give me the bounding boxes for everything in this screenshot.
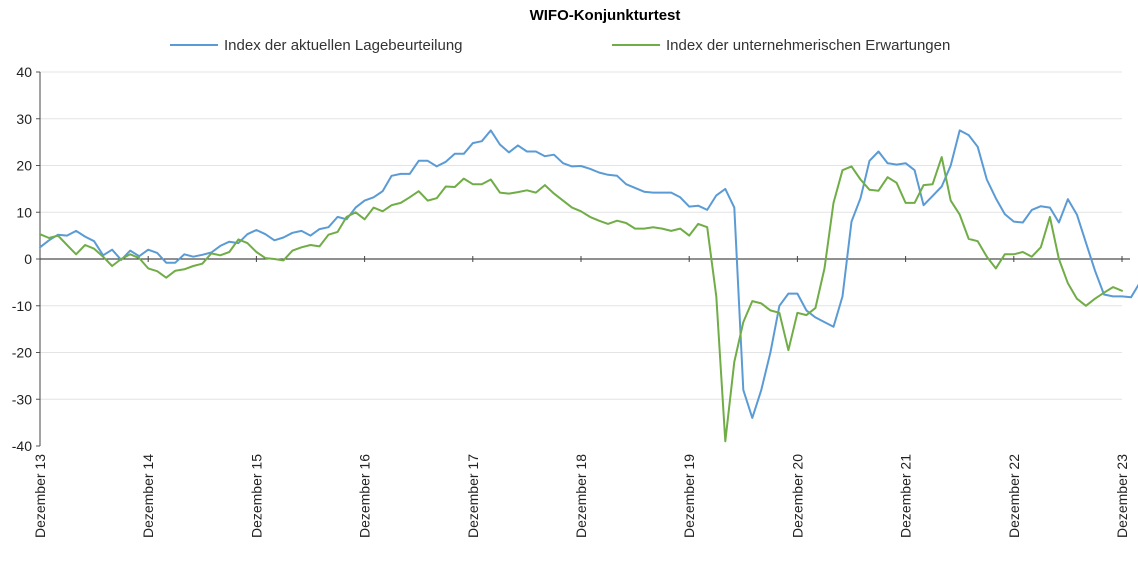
y-tick-label--20: -20: [12, 345, 32, 361]
series-lines: [39, 129, 1138, 443]
y-tick-label-0: 0: [24, 251, 32, 267]
x-tick-label-7: Dezember 20: [789, 454, 805, 538]
legend-label-lagebeurteilung: Index der aktuellen Lagebeurteilung: [224, 37, 463, 54]
x-tick-label-6: Dezember 19: [681, 454, 697, 538]
gridlines: [40, 71, 1122, 400]
y-axis-ticks: 40 30 20 10 0 -10 -20 -30 -40: [12, 64, 40, 454]
axes: [39, 72, 1130, 446]
y-tick-label--10: -10: [12, 298, 32, 314]
y-tick-label-30: 30: [16, 111, 32, 127]
series-line-1: [39, 129, 1138, 419]
x-tick-label-4: Dezember 17: [465, 454, 481, 538]
legend: Index der aktuellen Lagebeurteilung Inde…: [170, 37, 950, 54]
y-tick-label-40: 40: [16, 64, 32, 80]
x-tick-label-8: Dezember 21: [898, 454, 914, 538]
x-tick-label-10: Dezember 23: [1114, 454, 1130, 538]
x-axis-ticks: Dezember 13 Dezember 14 Dezember 15 Dezembe…: [32, 256, 1130, 538]
x-tick-label-2: Dezember 15: [248, 454, 264, 538]
x-tick-label-5: Dezember 18: [573, 454, 589, 538]
x-tick-label-0: Dezember 13: [32, 454, 48, 538]
y-tick-label-20: 20: [16, 158, 32, 174]
x-tick-label-3: Dezember 16: [357, 454, 373, 538]
y-tick-label--30: -30: [12, 391, 32, 407]
y-tick-label--40: -40: [12, 438, 32, 454]
legend-label-erwartungen: Index der unternehmerischen Erwartungen: [666, 37, 950, 54]
x-tick-label-1: Dezember 14: [140, 454, 156, 538]
series-line-2: [39, 156, 1123, 443]
y-tick-label-10: 10: [16, 204, 32, 220]
chart-title: WIFO-Konjunkturtest: [530, 7, 681, 24]
x-tick-label-9: Dezember 22: [1006, 454, 1022, 538]
